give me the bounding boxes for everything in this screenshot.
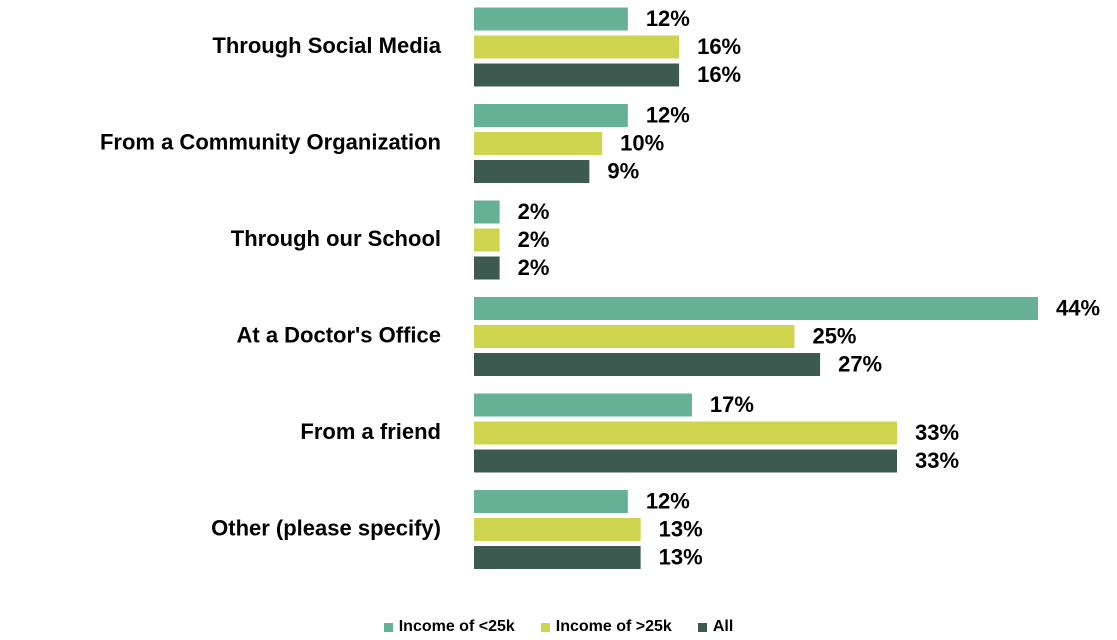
bar [474, 7, 628, 31]
legend-swatch [540, 622, 550, 632]
category-label: Other (please specify) [211, 515, 441, 540]
value-label: 25% [812, 323, 856, 348]
value-label: 13% [659, 516, 703, 541]
category-label: From a friend [300, 419, 441, 444]
bar [474, 353, 821, 376]
bar [474, 104, 628, 127]
bar [474, 132, 603, 155]
category-label: From a Community Organization [100, 129, 441, 154]
bar [474, 200, 500, 224]
value-label: 44% [1056, 295, 1100, 320]
legend-label: Income of >25k [555, 618, 672, 635]
bar [474, 449, 897, 473]
value-label: 13% [659, 544, 703, 569]
bar [474, 421, 897, 445]
value-label: 2% [518, 227, 550, 252]
legend-label: Income of <25k [398, 618, 515, 635]
bar [474, 228, 500, 252]
value-label: 12% [646, 102, 690, 127]
bar [474, 393, 692, 417]
value-label: 9% [607, 158, 639, 183]
category-label: At a Doctor's Office [237, 322, 442, 347]
value-label: 10% [620, 130, 664, 155]
bar [474, 490, 628, 513]
value-label: 16% [697, 34, 741, 59]
bar [474, 546, 641, 569]
value-label: 2% [518, 199, 550, 224]
bar [474, 518, 641, 541]
category-label: Through our School [231, 226, 441, 251]
bar [474, 325, 795, 348]
legend: Income of <25k Income of >25k All [0, 618, 1117, 636]
legend-label: All [712, 618, 734, 635]
value-label: 2% [518, 255, 550, 280]
bar [474, 63, 680, 87]
value-label: 17% [710, 392, 754, 417]
value-label: 27% [838, 351, 882, 376]
legend-item: Income of >25k [540, 618, 672, 636]
bar [474, 297, 1038, 320]
legend-swatch [383, 622, 393, 632]
value-label: 12% [646, 488, 690, 513]
value-label: 12% [646, 6, 690, 31]
bar [474, 160, 590, 183]
value-label: 16% [697, 62, 741, 87]
legend-swatch [697, 622, 707, 632]
legend-item: All [697, 618, 734, 636]
bar [474, 35, 680, 59]
category-label: Through Social Media [212, 33, 441, 58]
bar [474, 256, 500, 280]
value-label: 33% [915, 420, 959, 445]
legend-item: Income of <25k [383, 618, 515, 636]
value-label: 33% [915, 448, 959, 473]
chart: Through Social Media 12% 16% 16% From a Comm… [100, 6, 1100, 570]
